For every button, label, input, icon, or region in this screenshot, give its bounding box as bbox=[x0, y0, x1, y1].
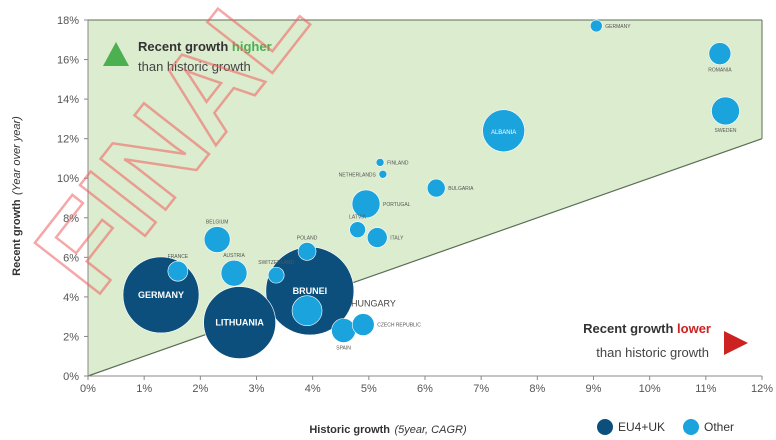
bubble-label: BULGARIA bbox=[448, 186, 474, 192]
legend-label-eu4uk: EU4+UK bbox=[618, 420, 665, 434]
diagonal-line bbox=[87, 138, 763, 377]
y-tick-label: 8% bbox=[63, 213, 79, 225]
upper-annotation: Recent growth higher than historic growt… bbox=[103, 39, 272, 74]
region-layer bbox=[87, 19, 763, 377]
bubble-label: SWITZERLAND bbox=[258, 260, 294, 266]
bubble-label: BRUNEI bbox=[293, 286, 328, 296]
upper-annotation-line2: than historic growth bbox=[138, 59, 251, 74]
y-tick-label: 16% bbox=[57, 55, 79, 67]
bubble-belgium bbox=[203, 226, 231, 253]
lower-annotation-line2: than historic growth bbox=[596, 345, 709, 360]
lower-annotation-bold: Recent growth bbox=[583, 321, 677, 336]
legend: EU4+UK Other bbox=[597, 419, 734, 435]
bubble-bulgaria bbox=[426, 178, 446, 198]
bubble-germany bbox=[590, 19, 603, 33]
bubble-spain bbox=[331, 318, 356, 343]
bubble-lithuania bbox=[203, 286, 276, 359]
bubble-portugal bbox=[351, 189, 381, 219]
bubble-romania bbox=[708, 42, 732, 65]
y-tick-label: 10% bbox=[57, 173, 79, 185]
x-tick-label: 11% bbox=[695, 383, 716, 395]
bubble-label: LATVIA bbox=[349, 215, 367, 221]
x-tick-label: 4% bbox=[305, 383, 321, 395]
bubble-france bbox=[167, 260, 189, 282]
bubble-label: GERMANY bbox=[138, 290, 184, 300]
y-tick-label: 18% bbox=[57, 15, 79, 27]
y-tick-label: 0% bbox=[63, 371, 79, 383]
upper-annotation-color-word: higher bbox=[232, 39, 272, 54]
x-tick-label: 2% bbox=[192, 383, 208, 395]
svg-text:Recent growth lower: Recent growth lower bbox=[583, 321, 711, 336]
bubble-label: POLAND bbox=[297, 235, 318, 241]
bubble-czech-republic bbox=[351, 313, 375, 336]
lower-annotation: Recent growth lower than historic growth bbox=[583, 321, 748, 360]
bubble-finland bbox=[375, 158, 385, 167]
bubble-sweden bbox=[711, 96, 740, 126]
x-tick-label: 9% bbox=[586, 383, 602, 395]
legend-label-other: Other bbox=[704, 420, 734, 434]
bubble-label: FRANCE bbox=[168, 254, 189, 260]
bubble-austria bbox=[220, 259, 248, 287]
bubble-albania bbox=[482, 109, 525, 153]
x-tick-label: 10% bbox=[639, 383, 661, 395]
x-tick-label: 7% bbox=[473, 383, 489, 395]
bubble-label: SPAIN bbox=[336, 346, 351, 352]
axes-layer: 0% 1% 2% 3% 4% 5% 6% 7% 8% 9% 10% 11% 12% 0% 2% 4% 6% 8% 1… bbox=[57, 15, 773, 395]
bubble-label: ALBANIA bbox=[491, 130, 516, 136]
bubble-hungary bbox=[291, 295, 323, 327]
bubble-poland bbox=[297, 242, 317, 261]
y-tick-label: 12% bbox=[57, 134, 79, 146]
bubble-layer bbox=[122, 19, 740, 359]
y-axis-title: Recent growth (Year over year) bbox=[7, 116, 24, 276]
bubble-netherlands bbox=[378, 169, 388, 179]
y-tick-label: 14% bbox=[57, 94, 79, 106]
bubble-label: GERMANY bbox=[605, 24, 631, 30]
y-axis-title-main: Recent growth bbox=[11, 199, 23, 276]
region-above-diagonal bbox=[88, 20, 762, 376]
bubble-label: LITHUANIA bbox=[215, 318, 264, 328]
label-layer: BRUNEI GERMANY LITHUANIA ALBANIA HUNGARY SWED… bbox=[138, 24, 737, 352]
bubble-label: BELGIUM bbox=[206, 220, 229, 226]
bubble-label: ROMANIA bbox=[708, 68, 732, 74]
y-tick-label: 2% bbox=[63, 331, 79, 343]
x-tick-label: 6% bbox=[417, 383, 433, 395]
upper-annotation-bold: Recent growth bbox=[138, 39, 232, 54]
y-axis-title-note: (Year over year) bbox=[11, 116, 23, 195]
bubble-label: AUSTRIA bbox=[223, 253, 245, 259]
x-tick-label: 8% bbox=[529, 383, 545, 395]
svg-text:Recent growth higher: Recent growth higher bbox=[138, 39, 272, 54]
y-tick-label: 6% bbox=[63, 252, 79, 264]
bubble-label: PORTUGAL bbox=[383, 202, 411, 208]
lower-annotation-color-word: lower bbox=[677, 321, 711, 336]
bubble-latvia bbox=[349, 221, 366, 238]
bubble-switzerland bbox=[267, 266, 285, 284]
x-tick-label: 3% bbox=[249, 383, 265, 395]
bubble-label: SWEDEN bbox=[715, 128, 737, 134]
right-triangle-icon bbox=[724, 331, 748, 355]
bubble-label: ITALY bbox=[390, 236, 404, 242]
bubble-italy bbox=[366, 227, 388, 248]
legend-swatch-other bbox=[683, 419, 699, 435]
x-axis-title: Historic growth (5year, CAGR) bbox=[309, 420, 467, 437]
x-tick-label: 0% bbox=[80, 383, 96, 395]
x-axis-title-note: (5year, CAGR) bbox=[394, 424, 466, 436]
legend-swatch-eu4uk bbox=[597, 419, 613, 435]
x-tick-label: 5% bbox=[361, 383, 377, 395]
bubble-label: CZECH REPUBLIC bbox=[377, 323, 421, 329]
x-tick-label: 1% bbox=[136, 383, 152, 395]
up-triangle-icon bbox=[103, 42, 129, 66]
x-tick-label: 12% bbox=[751, 383, 773, 395]
bubble-label: FINLAND bbox=[387, 160, 409, 166]
y-tick-label: 4% bbox=[63, 292, 79, 304]
x-axis-title-main: Historic growth bbox=[309, 424, 390, 436]
bubble-label: NETHERLANDS bbox=[339, 172, 377, 178]
bubble-label: HUNGARY bbox=[351, 299, 396, 309]
